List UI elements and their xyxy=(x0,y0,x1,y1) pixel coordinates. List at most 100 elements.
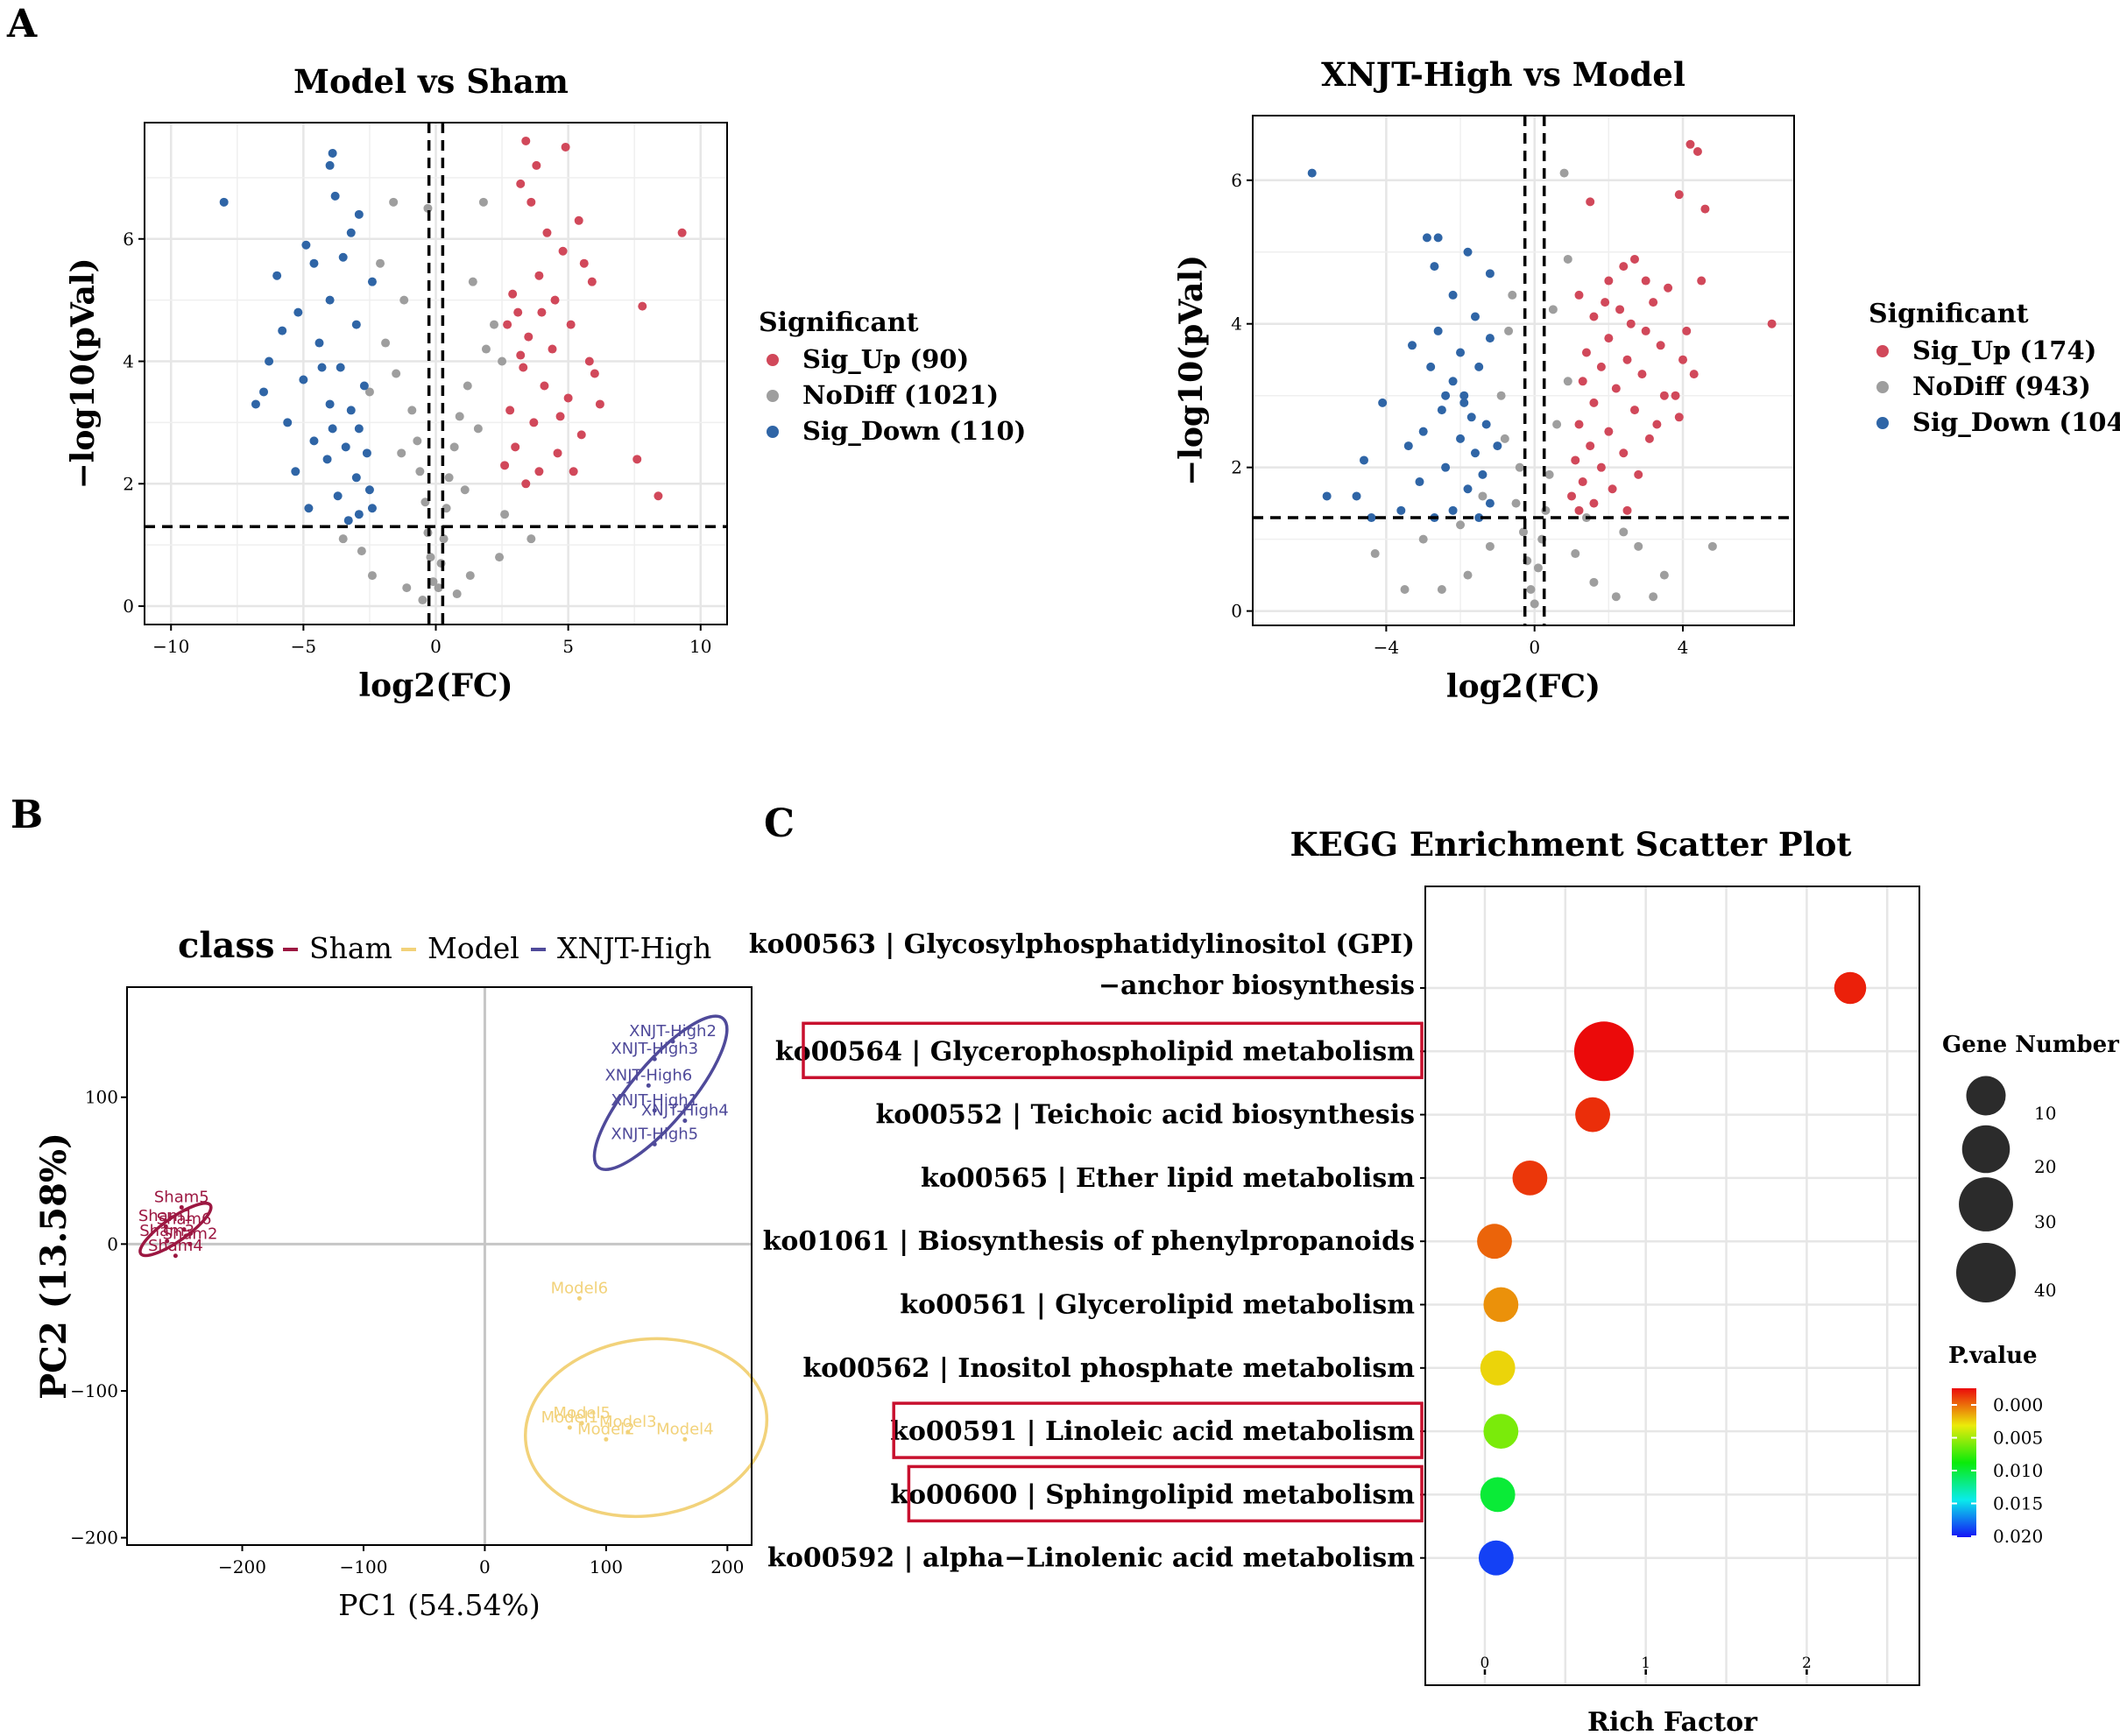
highlight-box-ko00591 xyxy=(892,1401,1424,1459)
pathway-bubble-ko00563 xyxy=(1834,971,1867,1005)
legend-label: NoDiff (1021) xyxy=(802,380,999,410)
y-tick-label: 6 xyxy=(123,229,134,250)
data-point-NoDiff xyxy=(1634,541,1643,551)
pathway-bubble-ko00552 xyxy=(1575,1097,1610,1133)
data-point-Sig_Up xyxy=(503,320,512,329)
y-axis-label: −log10(pVal) xyxy=(1173,255,1210,486)
data-point-Sig_Up xyxy=(1586,441,1595,451)
data-point-Sig_Down xyxy=(1478,469,1488,479)
data-point-Sig_Down xyxy=(293,307,303,317)
data-point-NoDiff xyxy=(1563,254,1572,264)
data-point-Sig_Up xyxy=(1674,190,1684,200)
legend-title: class xyxy=(178,925,275,966)
pathway-label-ko00563: ko00563 | Glycosylphosphatidylinositol (… xyxy=(749,929,1415,960)
data-point-Sig_Up xyxy=(1649,298,1658,307)
pathway-bubble-ko00561 xyxy=(1483,1287,1519,1323)
highlight-box-ko00600 xyxy=(907,1464,1424,1523)
data-point-Sig_Up xyxy=(1622,355,1632,364)
data-point-Sig_Up xyxy=(1619,262,1629,272)
data-point-Sig_Down xyxy=(333,491,343,501)
data-point-NoDiff xyxy=(367,571,377,581)
confidence-ellipse xyxy=(592,1014,729,1171)
y-tick-label: 2 xyxy=(123,473,134,494)
data-point-Sig_Up xyxy=(516,350,526,360)
series-Sig_Down xyxy=(1307,168,1502,523)
data-point-Sig_Down xyxy=(1463,484,1473,494)
data-point-Sig_Up xyxy=(1700,204,1710,214)
data-point-Sig_Down xyxy=(346,228,356,237)
data-point-Sig_Up xyxy=(1589,312,1599,321)
data-point-NoDiff xyxy=(1571,549,1580,559)
y-tick-label: 0 xyxy=(107,1233,118,1254)
legend-label: Sham xyxy=(309,931,392,965)
data-point-Sig_Up xyxy=(595,399,604,409)
data-point-Sig_Up xyxy=(1574,505,1584,515)
data-point-Sig_Down xyxy=(299,375,308,385)
data-point-Sig_Up xyxy=(1697,276,1707,286)
data-point-NoDiff xyxy=(381,338,391,348)
pathway-bubble-ko00564 xyxy=(1573,1021,1634,1082)
legend-label: Model xyxy=(428,931,519,965)
legend-label: XNJT-High xyxy=(557,931,711,965)
legend: class Sham Model XNJT-High xyxy=(178,925,711,966)
data-point-Sig_Down xyxy=(1463,247,1473,257)
data-point-Sig_Up xyxy=(1767,319,1777,328)
data-point-NoDiff xyxy=(526,534,536,544)
series-Sig_Up xyxy=(500,136,687,501)
pathway-bubble-ko00562 xyxy=(1480,1350,1516,1386)
size-legend-label: 30 xyxy=(2034,1211,2056,1232)
volcano-plot-2: −4 0 4 0 2 4 6 XNJT-High vs Model log2(FC) −log10… xyxy=(1173,55,2120,705)
size-legend: Gene Number 10 20 30 40 xyxy=(1942,1032,2119,1302)
x-axis-label: Rich Factor xyxy=(1587,1707,1758,1736)
data-point-NoDiff xyxy=(468,277,477,286)
plot-border xyxy=(1424,886,1920,1686)
sample-point xyxy=(652,1141,657,1147)
data-point-NoDiff xyxy=(1485,541,1495,551)
data-point-Sig_Up xyxy=(563,393,573,403)
sample-point xyxy=(670,1039,675,1044)
data-point-NoDiff xyxy=(1544,469,1554,479)
y-axis-label: −log10(pVal) xyxy=(65,258,102,490)
sample-label: XNJT-High1 xyxy=(611,1091,698,1110)
data-point-Sig_Up xyxy=(1615,305,1625,314)
data-point-Sig_Down xyxy=(1437,406,1446,415)
data-point-Sig_Up xyxy=(516,179,526,188)
chart-title: KEGG Enrichment Scatter Plot xyxy=(1290,825,1851,864)
data-point-Sig_Up xyxy=(529,418,539,427)
data-point-Sig_Down xyxy=(1403,441,1413,451)
data-point-Sig_Up xyxy=(1567,491,1577,501)
legend-marker xyxy=(767,426,779,438)
x-tick-label: 200 xyxy=(710,1556,744,1577)
data-point-NoDiff xyxy=(463,381,472,391)
data-point-Sig_Down xyxy=(338,252,348,262)
size-legend-label: 40 xyxy=(2034,1280,2056,1301)
data-point-Sig_Down xyxy=(1408,341,1417,350)
confidence-ellipse xyxy=(138,1201,213,1258)
data-point-NoDiff xyxy=(1619,527,1629,537)
data-point-Sig_Up xyxy=(526,197,536,207)
data-point-Sig_Up xyxy=(566,320,576,329)
data-point-NoDiff xyxy=(426,553,435,562)
data-point-Sig_Down xyxy=(314,338,324,348)
data-point-Sig_Up xyxy=(521,479,531,489)
kegg-bubble-plot: ko00563 | Glycosylphosphatidylinositol (… xyxy=(749,825,2119,1736)
data-point-Sig_Up xyxy=(579,258,589,268)
data-point-Sig_Down xyxy=(219,197,229,207)
data-point-Sig_Down xyxy=(1396,505,1406,515)
data-point-Sig_Up xyxy=(576,430,586,440)
data-point-NoDiff xyxy=(415,467,425,476)
x-axis-label: log2(FC) xyxy=(358,667,512,704)
size-legend-label: 20 xyxy=(2034,1156,2056,1177)
data-point-NoDiff xyxy=(1526,585,1536,595)
data-point-NoDiff xyxy=(407,406,417,415)
y-tick-label: −100 xyxy=(70,1380,118,1401)
data-point-NoDiff xyxy=(495,553,505,562)
legend: Significant Sig_Up (174) NoDiff (943) Sig_D… xyxy=(1869,299,2120,437)
legend-marker xyxy=(1876,345,1889,357)
data-point-Sig_Down xyxy=(309,258,319,268)
pathway-label-ko00564: ko00564 | Glycerophospholipid metabolism xyxy=(775,1036,1415,1067)
data-point-Sig_Up xyxy=(1574,290,1584,300)
data-point-Sig_Up xyxy=(500,461,510,470)
data-point-Sig_Down xyxy=(328,148,337,158)
